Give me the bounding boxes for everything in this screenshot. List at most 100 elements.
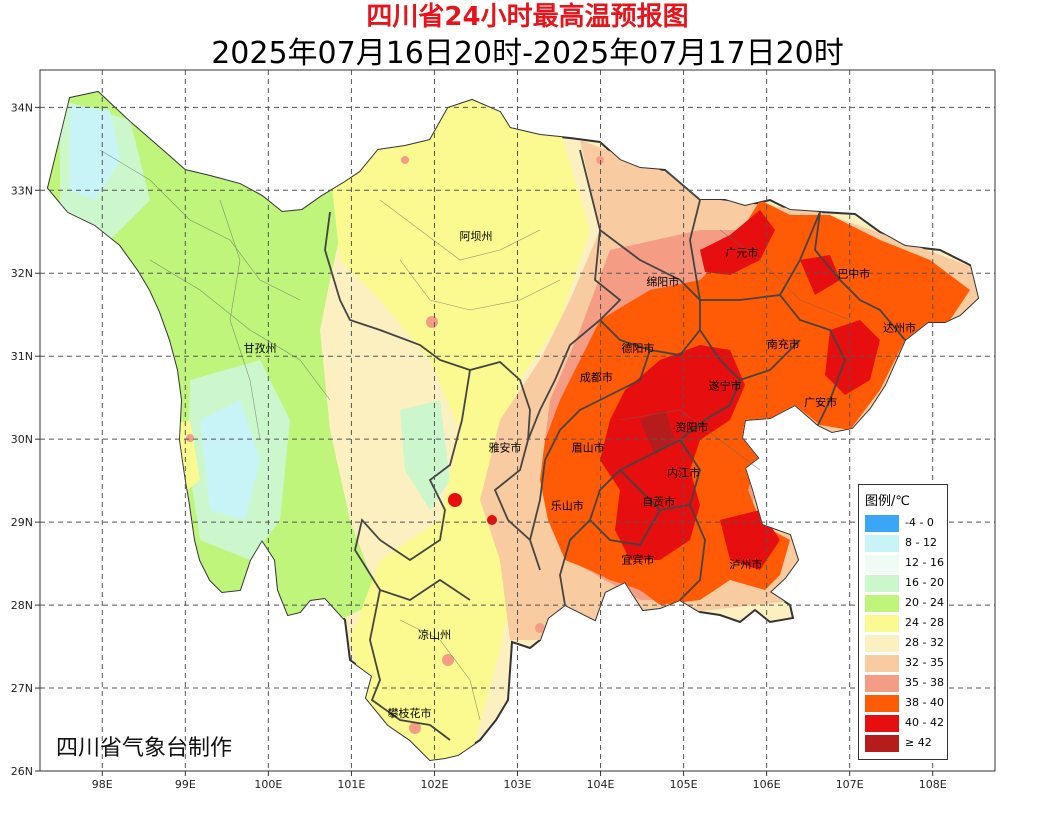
city-label: 德阳市 xyxy=(621,341,654,355)
legend-swatch xyxy=(865,535,899,552)
legend-label: 12 - 16 xyxy=(905,556,944,569)
zone-8-12-b xyxy=(200,400,260,520)
city-label: 阿坝州 xyxy=(459,229,492,243)
boundary-line xyxy=(493,439,541,571)
city-label: 遂宁市 xyxy=(709,378,742,392)
legend-label: 8 - 12 xyxy=(905,536,937,549)
city-label: 绵阳市 xyxy=(646,275,679,289)
boundary-line xyxy=(324,211,531,441)
x-tick-label: 101E xyxy=(337,778,365,791)
legend-item: 16 - 20 xyxy=(865,575,945,593)
city-label: 南充市 xyxy=(767,337,800,351)
city-label: 泸州市 xyxy=(729,557,762,571)
county-line xyxy=(619,409,761,471)
city-label: 内江市 xyxy=(667,465,700,479)
legend-label: 32 - 35 xyxy=(905,656,944,669)
hotspot xyxy=(487,515,497,525)
county-line xyxy=(379,199,541,261)
prefecture-boundaries xyxy=(324,149,906,741)
legend-label: 35 - 38 xyxy=(905,676,944,689)
legend-swatch xyxy=(865,595,899,612)
city-label: 眉山市 xyxy=(572,441,605,455)
legend-swatch xyxy=(865,655,899,672)
city-label: 乐山市 xyxy=(551,499,584,513)
credit-text: 四川省气象台制作 xyxy=(56,736,233,761)
city-label: 达州市 xyxy=(883,320,916,334)
city-label: 雅安市 xyxy=(489,441,522,455)
legend-label: 40 - 42 xyxy=(905,716,944,729)
city-label: 甘孜州 xyxy=(244,341,277,355)
legend-swatch xyxy=(865,515,899,532)
hotspot xyxy=(401,156,409,164)
zone-40-42-e xyxy=(800,255,840,295)
city-label: 攀枝花市 xyxy=(388,706,432,720)
city-label: 资阳市 xyxy=(675,420,708,434)
x-tick-label: 105E xyxy=(670,778,698,791)
y-tick-label: 30N xyxy=(11,433,33,446)
city-label: 巴中市 xyxy=(837,266,870,280)
city-label: 成都市 xyxy=(580,370,613,384)
boundary-line xyxy=(369,589,451,741)
legend-item: 24 - 28 xyxy=(865,615,945,633)
county-line xyxy=(399,259,561,311)
city-label: 宜宾市 xyxy=(621,553,654,567)
legend-swatch xyxy=(865,615,899,632)
hotspot xyxy=(596,156,604,164)
legend-label: 16 - 20 xyxy=(905,576,944,589)
x-tick-label: 99E xyxy=(175,778,196,791)
boundary-line xyxy=(664,169,821,301)
zone-40-42-a xyxy=(600,345,745,560)
y-tick-label: 31N xyxy=(11,350,33,363)
y-tick-label: 29N xyxy=(11,516,33,529)
legend-label: 38 - 40 xyxy=(905,696,944,709)
boundary-line xyxy=(544,349,651,461)
x-tick-label: 98E xyxy=(92,778,113,791)
legend-item: 38 - 40 xyxy=(865,695,945,713)
hotspot xyxy=(448,493,462,507)
axis-ticks: 98E 99E 100E 101E 102E 103E 104E 105E 106E 107E 10… xyxy=(11,101,947,791)
legend-swatch xyxy=(865,715,899,732)
legend-label: 20 - 24 xyxy=(905,596,944,609)
county-line xyxy=(149,259,331,401)
x-tick-label: 106E xyxy=(753,778,781,791)
x-tick-label: 103E xyxy=(504,778,532,791)
legend-item: -4 - 0 xyxy=(865,515,945,533)
y-tick-label: 34N xyxy=(11,101,33,114)
zone-ge42 xyxy=(640,410,675,455)
county-line xyxy=(219,199,261,441)
x-tick-label: 102E xyxy=(420,778,448,791)
legend-item: 12 - 16 xyxy=(865,555,945,573)
county-line xyxy=(719,229,851,321)
boundary-line xyxy=(527,149,622,441)
legend-swatch xyxy=(865,675,899,692)
city-label: 自贡市 xyxy=(642,495,675,509)
legend-item: 20 - 24 xyxy=(865,595,945,613)
y-tick-label: 28N xyxy=(11,599,33,612)
county-line xyxy=(399,619,481,721)
legend-label: -4 - 0 xyxy=(905,516,934,529)
zone-8-12-a xyxy=(70,105,120,200)
zone-40-42-b xyxy=(700,210,775,275)
city-label: 广安市 xyxy=(804,395,837,409)
legend-item: 32 - 35 xyxy=(865,655,945,673)
y-tick-label: 33N xyxy=(11,184,33,197)
hotspot xyxy=(442,654,454,666)
legend-swatch xyxy=(865,635,899,652)
boundary-line xyxy=(354,369,471,601)
legend-label: 24 - 28 xyxy=(905,616,944,629)
hotspot xyxy=(535,623,545,633)
y-tick-label: 32N xyxy=(11,267,33,280)
legend-item: 40 - 42 xyxy=(865,715,945,733)
legend-item: 8 - 12 xyxy=(865,535,945,553)
zone-16-20-c xyxy=(400,400,450,510)
x-tick-label: 100E xyxy=(254,778,282,791)
boundary-line xyxy=(779,294,846,426)
legend-label: 28 - 32 xyxy=(905,636,944,649)
x-tick-label: 104E xyxy=(587,778,615,791)
legend-item: 35 - 38 xyxy=(865,675,945,693)
map-subtitle: 2025年07月16日20时-2025年07月17日20时 xyxy=(211,36,844,71)
boundary-line xyxy=(619,439,701,511)
legend-title: 图例/℃ xyxy=(865,494,910,509)
